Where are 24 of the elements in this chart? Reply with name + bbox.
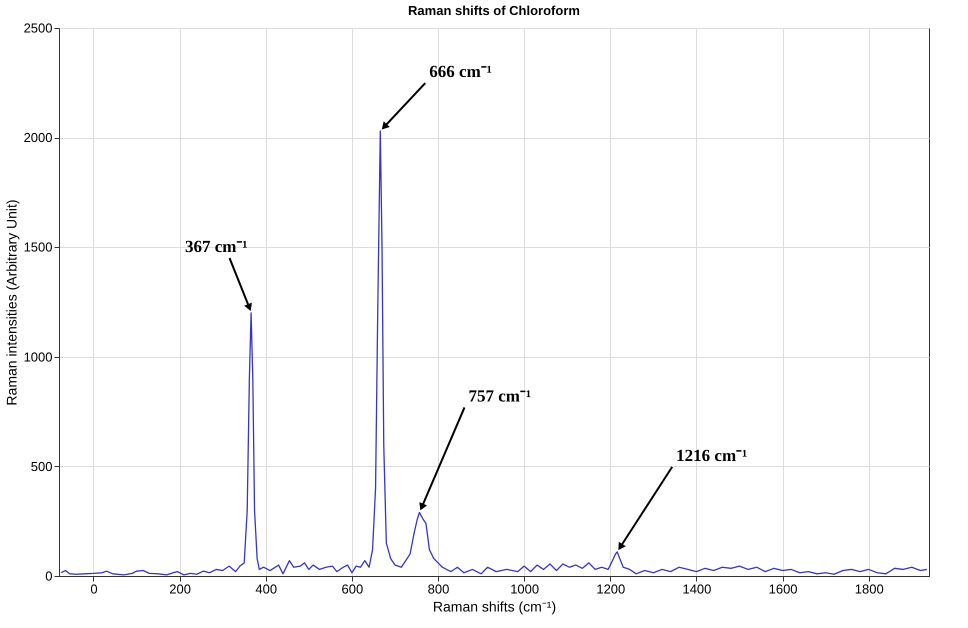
y-tick-label: 0 [45, 568, 52, 584]
x-tick-label: 1800 [854, 582, 884, 596]
y-tick-label: 1000 [24, 349, 52, 364]
x-tick-label: 200 [169, 582, 191, 596]
annotation: 666 cm⁻¹ [429, 62, 492, 82]
y-tick-label: 2000 [24, 130, 52, 146]
chart-title: Raman shifts of Chloroform [408, 3, 580, 18]
x-tick-label: 1400 [682, 582, 712, 596]
y-axis-title: Raman intensities (Arbitrary Unit) [4, 199, 20, 406]
x-tick-label: 1600 [768, 582, 798, 596]
x-tick-label: 800 [428, 582, 450, 596]
x-axis-title: Raman shifts (cm⁻¹) [432, 598, 556, 614]
x-tick-label: 0 [90, 582, 98, 596]
y-tick-label: 500 [30, 458, 52, 474]
line-series [60, 130, 928, 576]
annotation: 757 cm⁻¹ [468, 386, 532, 406]
y-tick-label: 1500 [24, 240, 52, 255]
annotation: 1216 cm⁻¹ [676, 446, 748, 465]
x-tick-label: 1200 [596, 582, 626, 596]
y-tick-label: 2500 [24, 20, 52, 36]
annotation: 367 cm⁻¹ [184, 236, 248, 256]
x-tick-label: 1000 [510, 582, 540, 596]
x-tick-label: 400 [255, 582, 278, 596]
x-tick-label: 600 [342, 582, 364, 596]
